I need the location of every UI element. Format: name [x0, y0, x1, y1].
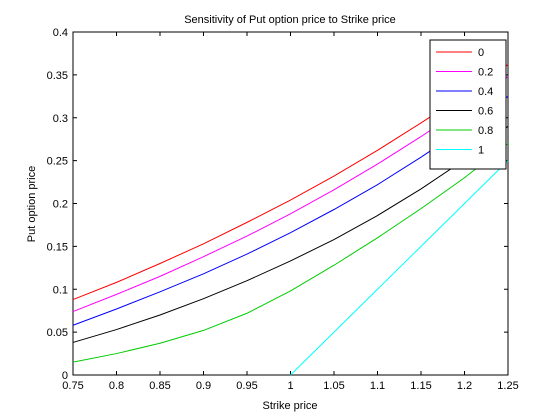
series-line-5	[290, 160, 509, 376]
y-tick-label: 0.3	[53, 113, 68, 125]
x-tick-label: 1.1	[370, 380, 385, 392]
x-tick-label: 1	[287, 380, 293, 392]
x-tick-label: 1.05	[323, 380, 344, 392]
y-tick-label: 0.1	[53, 284, 68, 296]
series-line-4	[72, 143, 509, 363]
y-tick-label: 0.15	[47, 241, 68, 253]
legend-label: 0.8	[478, 125, 493, 137]
x-tick-label: 0.85	[149, 380, 170, 392]
x-tick-label: 0.9	[196, 380, 211, 392]
y-tick-label: 0.4	[53, 27, 68, 39]
chart-title: Sensitivity of Put option price to Strik…	[184, 14, 396, 26]
legend-label: 0.6	[478, 106, 493, 118]
axis-ticks: 0.75 0.8 0.85 0.9 0.95 1 1.05 1.1 1.15 1.2 1.25 0 0.…	[47, 27, 519, 392]
x-tick-label: 1.15	[410, 380, 431, 392]
legend: 0 0.2 0.4 0.6 0.8 1	[429, 39, 507, 170]
x-tick-label: 1.25	[497, 380, 518, 392]
x-tick-label: 0.75	[62, 380, 83, 392]
x-axis-title: Strike price	[262, 400, 317, 412]
legend-label: 0.4	[478, 86, 493, 98]
series-lines	[72, 64, 509, 376]
legend-label: 0.2	[478, 67, 493, 79]
x-tick-label: 0.8	[109, 380, 124, 392]
y-tick-label: 0.35	[47, 70, 68, 82]
y-tick-label: 0.2	[53, 199, 68, 211]
series-line-3	[72, 125, 509, 343]
y-tick-label: 0.05	[47, 327, 68, 339]
y-tick-label: 0	[62, 370, 68, 382]
legend-label: 0	[478, 47, 484, 59]
legend-label: 1	[478, 145, 484, 157]
y-tick-label: 0.25	[47, 156, 68, 168]
y-axis-title: Put option price	[26, 166, 38, 242]
x-tick-label: 1.2	[457, 380, 472, 392]
legend-box	[429, 39, 507, 170]
x-tick-label: 0.95	[236, 380, 257, 392]
